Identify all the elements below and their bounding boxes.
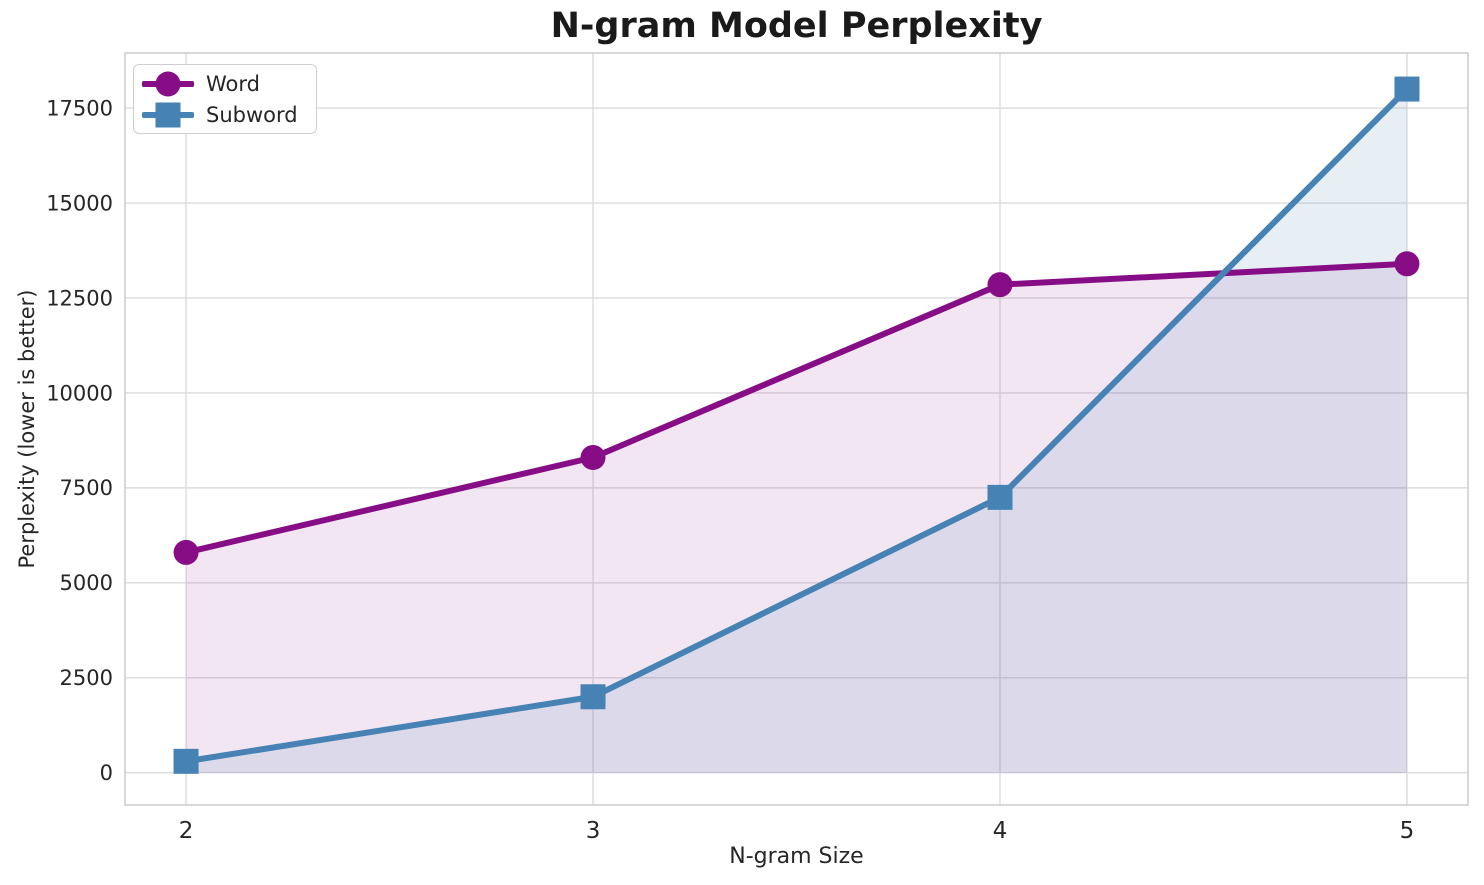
y-axis-label: Perplexity (lower is better) [15,289,39,569]
y-tick-label: 10000 [46,381,113,405]
subword-area-fill [186,89,1407,773]
subword-legend-glyph [155,102,181,127]
legend-label-word: Word [206,71,260,96]
legend-item-subword: Subword [142,99,298,130]
y-tick-label: 12500 [46,286,113,310]
word-marker [580,444,606,470]
x-tick-label: 3 [586,818,601,844]
y-tick-label: 5000 [60,571,113,595]
word-marker [987,272,1013,298]
subword-marker [173,748,199,774]
x-tick-label: 4 [993,818,1008,844]
subword-line-square-icon [142,102,194,127]
legend-label-subword: Subword [206,102,298,127]
y-tick-label: 0 [100,761,113,785]
x-tick-label: 2 [179,818,194,844]
y-tick-label: 17500 [46,96,113,120]
legend: Word Subword [133,64,317,134]
legend-item-word: Word [142,68,298,99]
word-marker [173,539,199,565]
subword-marker [580,684,606,710]
axes-spines [124,52,1469,806]
subword-marker [987,484,1013,510]
word-line-circle-icon [142,71,194,96]
x-tick-label: 5 [1400,818,1415,844]
word-line [183,260,1410,556]
x-axis-label: N-gram Size [729,844,864,869]
word-legend-glyph [155,71,181,96]
chart-title: N-gram Model Perplexity [550,6,1043,46]
y-tick-label: 7500 [60,476,113,500]
word-marker [1394,251,1420,277]
y-tick-label: 15000 [46,191,113,215]
y-tick-label: 2500 [60,666,113,690]
subword-marker [1394,76,1420,102]
word-area-fill [186,263,1407,773]
subword-line [183,86,1410,765]
